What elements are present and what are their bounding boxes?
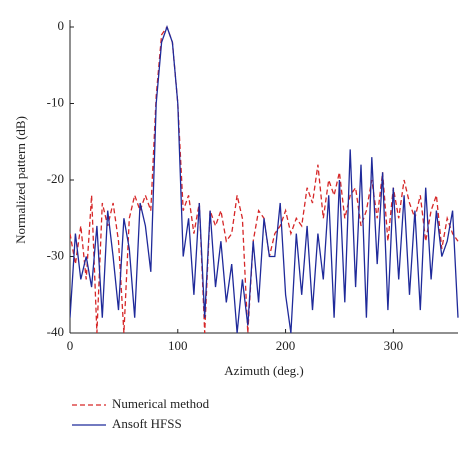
x-axis-label: Azimuth (deg.) xyxy=(224,363,303,378)
x-tick-label: 0 xyxy=(67,338,74,353)
x-tick-label: 200 xyxy=(276,338,296,353)
y-tick-label: -20 xyxy=(47,171,64,186)
legend-label: Ansoft HFSS xyxy=(112,416,182,431)
y-tick-label: 0 xyxy=(58,18,65,33)
x-tick-label: 300 xyxy=(384,338,404,353)
y-tick-label: -30 xyxy=(47,247,64,262)
line-series xyxy=(70,25,459,334)
legend-label: Numerical method xyxy=(112,396,210,411)
y-tick-label: -10 xyxy=(47,94,64,109)
line-series xyxy=(70,25,459,334)
y-tick-label: -40 xyxy=(47,324,64,339)
y-axis-label: Normalized pattern (dB) xyxy=(13,116,28,244)
x-tick-label: 100 xyxy=(168,338,188,353)
